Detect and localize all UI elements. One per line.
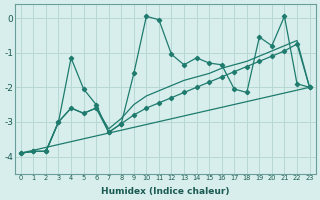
X-axis label: Humidex (Indice chaleur): Humidex (Indice chaleur): [101, 187, 229, 196]
